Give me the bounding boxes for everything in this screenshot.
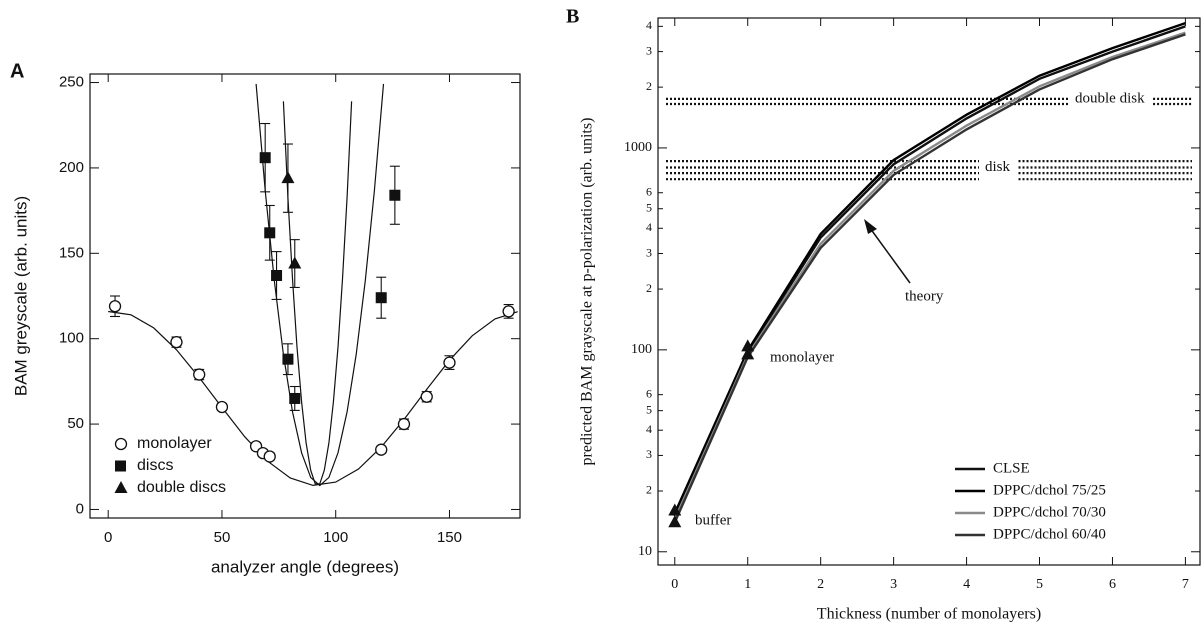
- x-tick-label: 4: [963, 577, 970, 592]
- x-axis-label: Thickness (number of monolayers): [817, 606, 1041, 623]
- x-tick-label: 5: [1036, 577, 1043, 592]
- point: [259, 152, 271, 164]
- y-tick-label: 6: [646, 184, 652, 198]
- y-tick-label: 0: [76, 500, 84, 517]
- point: [108, 300, 122, 313]
- y-tick-label: 4: [646, 422, 652, 436]
- x-tick-label: 7: [1182, 577, 1189, 592]
- x-tick-label: 100: [323, 529, 348, 546]
- legend-label: CLSE: [993, 460, 1030, 476]
- x-tick-label: 2: [817, 577, 824, 592]
- y-tick-label: 10: [638, 544, 652, 559]
- plot-frame: [89, 73, 521, 519]
- legend-label: discs: [137, 457, 173, 474]
- y-tick-label: 100: [631, 342, 652, 357]
- panel-title: B: [566, 6, 579, 28]
- series-line: [673, 31, 1186, 520]
- legend-marker: [114, 481, 128, 493]
- y-tick-label: 50: [67, 415, 84, 432]
- point: [668, 503, 682, 516]
- y-tick-label: 6: [646, 386, 652, 400]
- x-tick-label: 150: [437, 529, 462, 546]
- legend-label: DPPC/dchol 70/30: [993, 504, 1106, 520]
- point: [271, 270, 283, 282]
- band-label: disk: [985, 159, 1011, 175]
- x-tick-label: 0: [104, 529, 112, 546]
- series-line: [673, 33, 1186, 523]
- series-line: [673, 21, 1186, 514]
- point: [215, 400, 229, 414]
- point: [282, 353, 294, 365]
- legend-marker: [115, 460, 126, 472]
- point: [193, 368, 206, 381]
- y-tick-label: 4: [646, 18, 652, 32]
- point: [389, 189, 401, 201]
- band-label: double disk: [1075, 90, 1145, 106]
- point: [502, 305, 515, 318]
- legend-swatch: [114, 437, 128, 451]
- y-tick-label: 3: [646, 245, 652, 259]
- legend-swatch: [114, 481, 128, 493]
- y-tick-label: 2: [646, 79, 652, 93]
- point: [375, 443, 388, 456]
- fit-curve: [255, 83, 385, 487]
- x-tick-label: 0: [671, 577, 678, 592]
- y-axis-label: BAM greyscale (arb. units): [11, 196, 30, 396]
- point: [375, 292, 387, 304]
- y-tick-label: 250: [59, 74, 84, 91]
- y-tick-label: 2: [646, 483, 652, 497]
- legend-label: DPPC/dchol 75/25: [993, 482, 1106, 498]
- legend-marker: [114, 437, 128, 451]
- point: [397, 417, 411, 431]
- x-tick-label: 1: [744, 577, 751, 592]
- point: [170, 335, 183, 349]
- point: [264, 227, 276, 239]
- panel: A 0 50 100 150 0 50 100 150 200 250 analyzer angle …: [10, 60, 521, 576]
- annotation: theory: [905, 288, 944, 304]
- y-tick-label: 3: [646, 43, 652, 57]
- annotation-arrow: [869, 227, 911, 284]
- legend-label: monolayer: [137, 435, 212, 452]
- y-tick-label: 5: [646, 200, 652, 214]
- annotation: monolayer: [770, 349, 834, 365]
- panel: B 0 1 2 3 4 5 6 7 10 2 3 4 5 6 100 2 3 4 5 6 1000 2 3 4 Thickness…: [566, 6, 1201, 623]
- y-axis-label: predicted BAM grayscale at p-polarizatio…: [579, 118, 596, 466]
- plot-frame: [657, 17, 1201, 566]
- point: [263, 450, 276, 463]
- legend-label: DPPC/dchol 60/40: [993, 526, 1106, 542]
- point: [289, 392, 301, 404]
- point: [741, 347, 755, 360]
- point: [443, 356, 456, 369]
- legend-swatch: [115, 460, 126, 472]
- panel-title: A: [10, 60, 24, 82]
- fit-curve: [282, 101, 353, 485]
- y-tick-label: 4: [646, 220, 652, 234]
- point: [668, 515, 682, 528]
- x-tick-label: 6: [1109, 577, 1116, 592]
- y-tick-label: 3: [646, 447, 652, 461]
- point: [420, 390, 433, 403]
- y-tick-label: 100: [59, 330, 84, 347]
- y-tick-label: 1000: [624, 140, 652, 155]
- x-axis-label: analyzer angle (degrees): [211, 557, 399, 576]
- x-tick-label: 50: [214, 529, 231, 546]
- point: [741, 339, 755, 352]
- y-tick-label: 200: [59, 159, 84, 176]
- legend-label: double discs: [137, 479, 226, 496]
- point: [288, 256, 302, 269]
- annotation: buffer: [695, 512, 731, 528]
- arrow-head: [864, 219, 877, 234]
- x-tick-label: 3: [890, 577, 897, 592]
- point: [281, 171, 295, 184]
- y-tick-label: 2: [646, 281, 652, 295]
- y-tick-label: 5: [646, 402, 652, 416]
- y-tick-label: 150: [59, 244, 84, 261]
